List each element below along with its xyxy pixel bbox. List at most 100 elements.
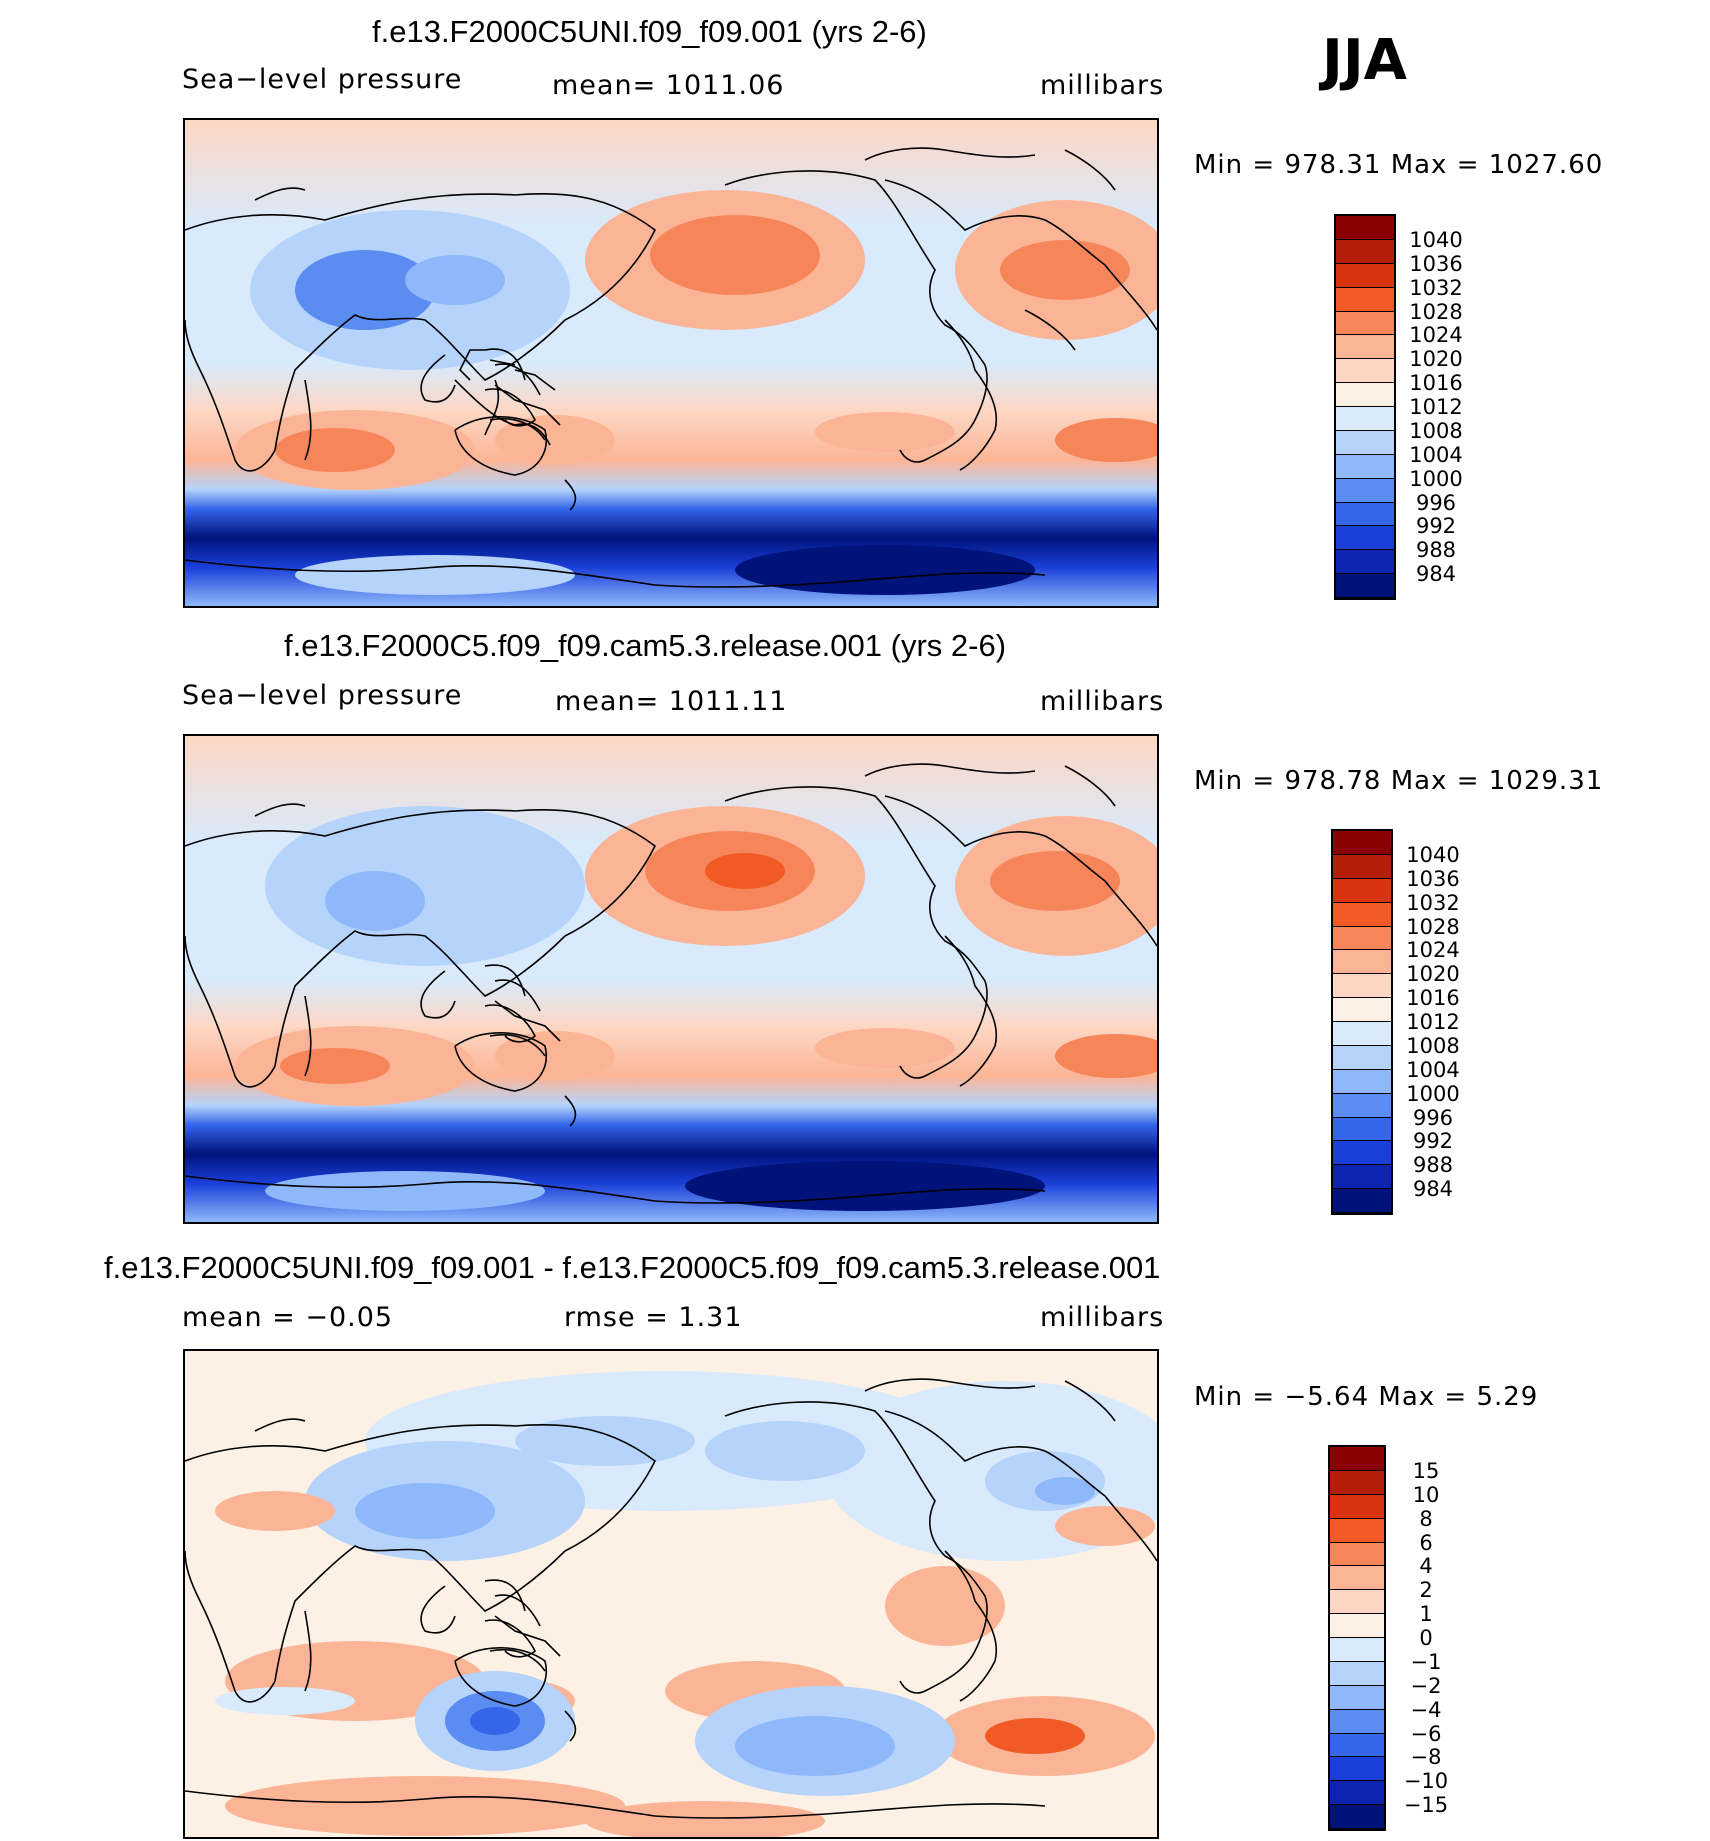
panel1-mean-label: mean= 1011.06 [552,70,785,101]
colorbar-tick-label: −1 [1410,1649,1442,1674]
panel3-title: f.e13.F2000C5UNI.f09_f09.001 - f.e13.F20… [104,1250,1161,1285]
panel2-units-label: millibars [1040,686,1165,717]
colorbar-tick-label: 1016 [1406,986,1460,1011]
colorbar-tick-label: −10 [1403,1769,1449,1794]
colorbar-tick-label: 6 [1419,1530,1433,1555]
panel1-minmax: Min = 978.31 Max = 1027.60 [1194,150,1604,180]
colorbar-segment [1330,1805,1384,1829]
colorbar-tick-label: 1028 [1409,299,1463,324]
panel3-mean-label: mean = −0.05 [182,1302,394,1333]
colorbar-segment [1336,335,1394,360]
colorbar-segment [1330,1661,1384,1686]
colorbar-segment [1330,1566,1384,1591]
colorbar-segment [1330,1709,1384,1734]
colorbar-segment [1330,1470,1384,1495]
colorbar-segment [1336,311,1394,336]
colorbar-segment [1333,831,1391,855]
colorbar-segment [1330,1518,1384,1543]
colorbar-tick-label: 1008 [1409,418,1463,443]
colorbar-segment [1336,263,1394,288]
panel1-colorbar [1334,214,1396,600]
colorbar-segment [1336,383,1394,407]
panel3-map [183,1349,1159,1839]
colorbar-tick-label: 1020 [1406,962,1460,987]
colorbar-segment [1333,1141,1391,1166]
panel1-map [183,118,1159,608]
colorbar-segment [1336,287,1394,312]
colorbar-segment [1336,239,1394,264]
colorbar-segment [1330,1614,1384,1638]
colorbar-tick-label: −4 [1410,1697,1442,1722]
colorbar-tick-label: 10 [1412,1482,1440,1507]
panel3-colorbar [1328,1445,1386,1831]
colorbar-segment [1333,1045,1391,1070]
colorbar-tick-label: 1036 [1409,251,1463,276]
colorbar-tick-label: 1000 [1406,1081,1460,1106]
panel2-variable-label: Sea−level pressure [182,680,463,711]
colorbar-segment [1330,1638,1384,1662]
panel2-map [183,734,1159,1224]
colorbar-tick-label: 1004 [1406,1057,1460,1082]
colorbar-segment [1330,1542,1384,1567]
colorbar-tick-label: −8 [1410,1745,1442,1770]
colorbar-tick-label: 4 [1419,1554,1433,1579]
colorbar-tick-label: −6 [1410,1721,1442,1746]
colorbar-tick-label: 988 [1412,1153,1454,1178]
colorbar-tick-label: 1020 [1409,347,1463,372]
colorbar-tick-label: 1024 [1406,938,1460,963]
panel1-units-label: millibars [1040,70,1165,101]
colorbar-tick-label: 2 [1419,1578,1433,1603]
colorbar-tick-label: 996 [1412,1105,1454,1130]
season-label: JJA [1322,28,1408,93]
colorbar-segment [1330,1494,1384,1519]
colorbar-segment [1333,974,1391,999]
colorbar-segment [1333,1093,1391,1118]
panel3-rmse-label: rmse = 1.31 [564,1302,743,1333]
colorbar-segment [1333,998,1391,1022]
colorbar-segment [1336,216,1394,240]
colorbar-segment [1333,950,1391,975]
colorbar-tick-label: 984 [1412,1177,1454,1202]
colorbar-tick-label: 1028 [1406,914,1460,939]
panel2-title: f.e13.F2000C5.f09_f09.cam5.3.release.001… [284,628,1007,663]
colorbar-segment [1336,478,1394,503]
colorbar-tick-label: 996 [1415,490,1457,515]
colorbar-tick-label: 992 [1415,514,1457,539]
colorbar-tick-label: 1032 [1406,890,1460,915]
colorbar-tick-label: 0 [1419,1626,1433,1650]
colorbar-tick-label: 1024 [1409,323,1463,348]
colorbar-tick-label: 8 [1419,1506,1433,1531]
colorbar-tick-label: 1004 [1409,442,1463,467]
colorbar-tick-label: 1000 [1409,466,1463,491]
colorbar-segment [1333,926,1391,951]
colorbar-segment [1333,1165,1391,1190]
colorbar-tick-label: 1036 [1406,866,1460,891]
panel2-mean-label: mean= 1011.11 [555,686,788,717]
colorbar-tick-label: −15 [1403,1793,1449,1818]
panel3-units-label: millibars [1040,1302,1165,1333]
colorbar-tick-label: 1008 [1406,1033,1460,1058]
colorbar-segment [1336,526,1394,551]
colorbar-tick-label: 1040 [1406,842,1460,867]
colorbar-segment [1330,1781,1384,1806]
colorbar-tick-label: 988 [1415,538,1457,563]
colorbar-segment [1330,1447,1384,1471]
colorbar-segment [1336,550,1394,575]
colorbar-segment [1333,1189,1391,1213]
colorbar-tick-label: −2 [1410,1673,1442,1698]
colorbar-segment [1333,902,1391,927]
colorbar-tick-label: 1032 [1409,275,1463,300]
colorbar-tick-label: 1 [1419,1602,1433,1627]
colorbar-segment [1330,1685,1384,1710]
colorbar-segment [1336,430,1394,455]
colorbar-segment [1333,878,1391,903]
colorbar-tick-label: 15 [1412,1458,1440,1483]
panel2-colorbar [1331,829,1393,1215]
colorbar-tick-label: 1040 [1409,227,1463,252]
colorbar-segment [1330,1757,1384,1782]
colorbar-segment [1336,454,1394,479]
colorbar-segment [1333,1117,1391,1142]
colorbar-segment [1336,502,1394,527]
colorbar-segment [1333,1069,1391,1094]
colorbar-tick-label: 992 [1412,1129,1454,1154]
